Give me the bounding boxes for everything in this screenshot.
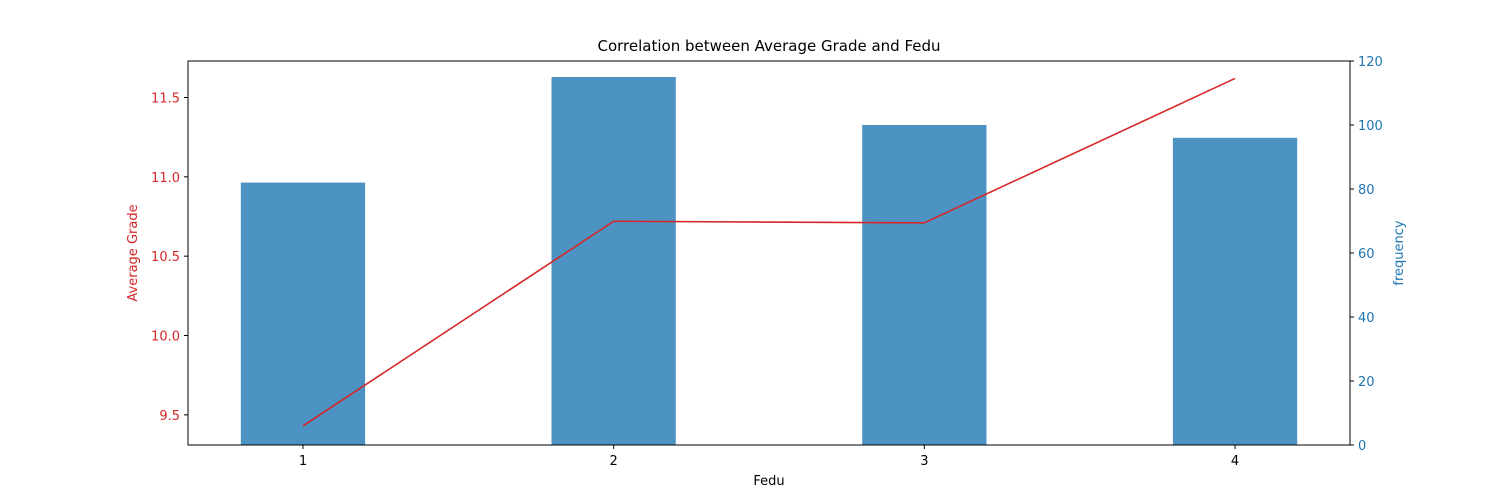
y-left-tick-label: 10.0 <box>151 330 180 345</box>
x-tick-label: 4 <box>1231 454 1239 469</box>
bar-series <box>240 77 1298 446</box>
y-right-tick-label: 0 <box>1358 439 1366 454</box>
y-right-tick-label: 100 <box>1358 119 1383 134</box>
x-tick-label: 3 <box>920 454 928 469</box>
y-left-tick-label: 9.5 <box>159 409 180 424</box>
y-left-tick-label: 11.0 <box>151 171 180 186</box>
x-axis-label: Fedu <box>753 474 784 489</box>
average-grade-line <box>302 77 1236 427</box>
x-tick-label: 2 <box>610 454 618 469</box>
chart-title: Correlation between Average Grade and Fe… <box>597 37 940 55</box>
bar-2 <box>551 77 676 445</box>
x-axis: 1 2 3 4 <box>299 445 1239 469</box>
bar-4 <box>1172 137 1298 446</box>
y-right-tick-label: 80 <box>1358 183 1375 198</box>
y-right-tick-label: 40 <box>1358 311 1375 326</box>
y-right-tick-label: 120 <box>1358 55 1383 70</box>
y-left-tick-label: 11.5 <box>151 91 180 106</box>
y-axis-right: 0 20 40 60 80 100 120 <box>1350 55 1383 454</box>
x-tick-label: 1 <box>299 454 307 469</box>
y-axis-left: 9.5 10.0 10.5 11.0 11.5 <box>151 91 188 424</box>
bar-3 <box>862 125 987 445</box>
y-axis-right-label: frequency <box>1392 220 1407 286</box>
y-left-tick-label: 10.5 <box>151 250 180 265</box>
line-series <box>302 77 1236 427</box>
y-right-tick-label: 60 <box>1358 247 1375 262</box>
bar-1 <box>240 182 366 445</box>
y-axis-left-label: Average Grade <box>126 204 141 301</box>
y-right-tick-label: 20 <box>1358 375 1375 390</box>
